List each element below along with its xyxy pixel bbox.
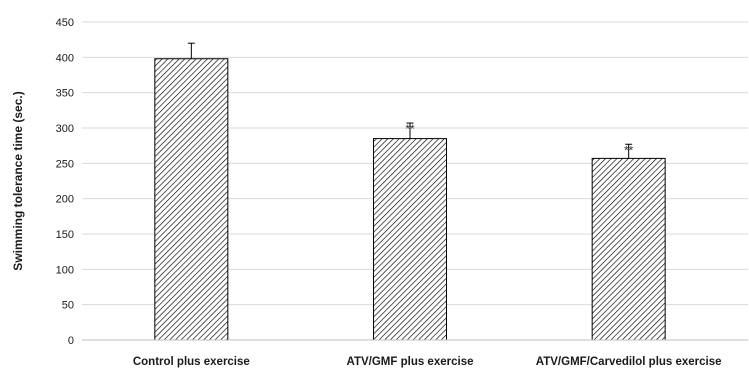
y-tick-label: 300 xyxy=(56,123,74,135)
y-tick-label: 100 xyxy=(56,264,74,276)
y-tick-label: 350 xyxy=(56,88,74,100)
error-bars xyxy=(187,42,633,159)
x-category-label: ATV/GMF plus exercise xyxy=(347,356,474,368)
y-tick-label: 150 xyxy=(56,229,74,241)
bars xyxy=(154,58,666,341)
y-tick-label: 250 xyxy=(56,158,74,170)
y-tick-label: 400 xyxy=(56,52,74,64)
y-tick-label: 0 xyxy=(68,335,74,347)
bar xyxy=(373,138,447,341)
x-category-label: Control plus exercise xyxy=(133,356,250,368)
y-tick-label: 450 xyxy=(56,17,74,29)
x-category-label: ATV/GMF/Carvedilol plus exercise xyxy=(536,356,722,368)
significance-mark: ** xyxy=(624,143,634,157)
y-tick-label: 50 xyxy=(62,300,74,312)
y-axis-title: Swimming tolerance time (sec.) xyxy=(11,91,25,270)
y-axis-ticks: 0 50 100 150 200 250 300 350 400 450 xyxy=(56,17,74,347)
significance-mark: ** xyxy=(405,122,415,136)
significance-annotations: ** ** xyxy=(405,122,633,157)
y-tick-label: 200 xyxy=(56,194,74,206)
bar xyxy=(591,157,666,341)
bar xyxy=(154,58,229,341)
x-axis-labels: Control plus exercise ATV/GMF plus exerci… xyxy=(133,356,722,368)
